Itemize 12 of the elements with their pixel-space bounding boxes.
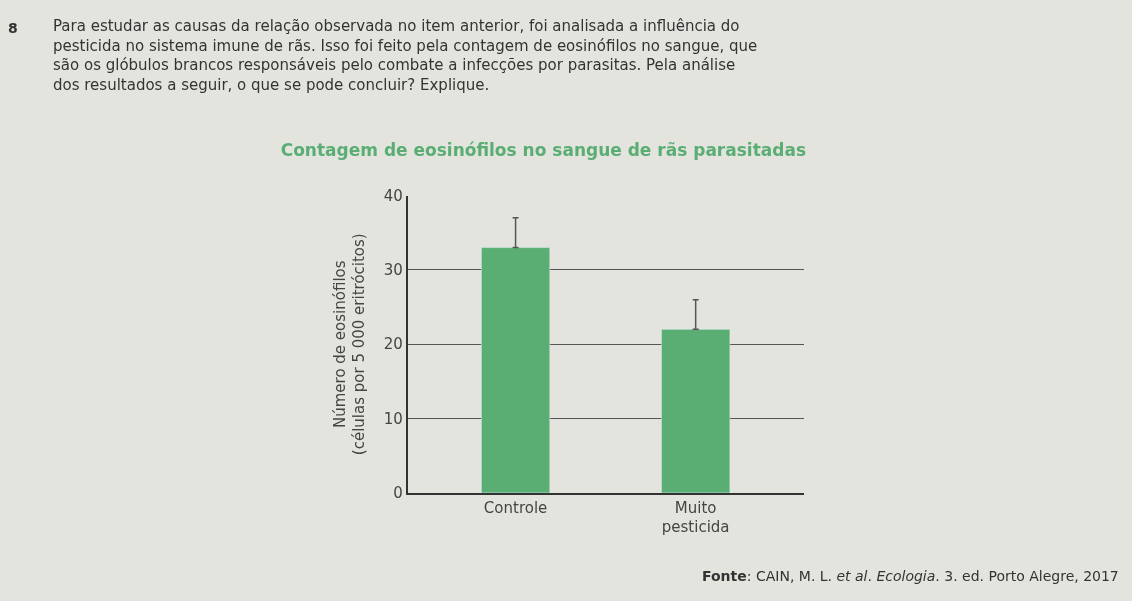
text: 8	[8, 20, 18, 36]
y-axis-title: Número de eosinófilos (células por 5 000 eritrócitos)	[330, 233, 369, 456]
chart-title: Contagem de eosinófilos no sangue de rãs parasitadas	[280, 140, 807, 161]
y-tick-label: 40	[383, 186, 403, 205]
y-tick-label: 0	[393, 484, 403, 503]
text: Fonte: CAIN, M. L. et al. Ecologia. 3. ed. Porto Alegre, 2017	[702, 568, 1119, 584]
text: Para estudar as causas da relação observada no item anterior, foi analisada a influência do pesticida no sistema imune de rãs. Isso foi feito pela contagem de eosinófilos no sangue, que são os glóbulos brancos responsáveis pelo combate a infecções por parasitas. Pela análise dos resultados a seguir, o que se pode concluir? Explique.	[53, 17, 758, 94]
x-tick-label: Muito pesticida	[661, 498, 730, 537]
y-tick-label: 20	[383, 335, 403, 354]
y-tick-label: 30	[383, 261, 403, 280]
y-tick-label: 10	[383, 409, 403, 428]
x-tick-label: Controle	[483, 498, 548, 517]
